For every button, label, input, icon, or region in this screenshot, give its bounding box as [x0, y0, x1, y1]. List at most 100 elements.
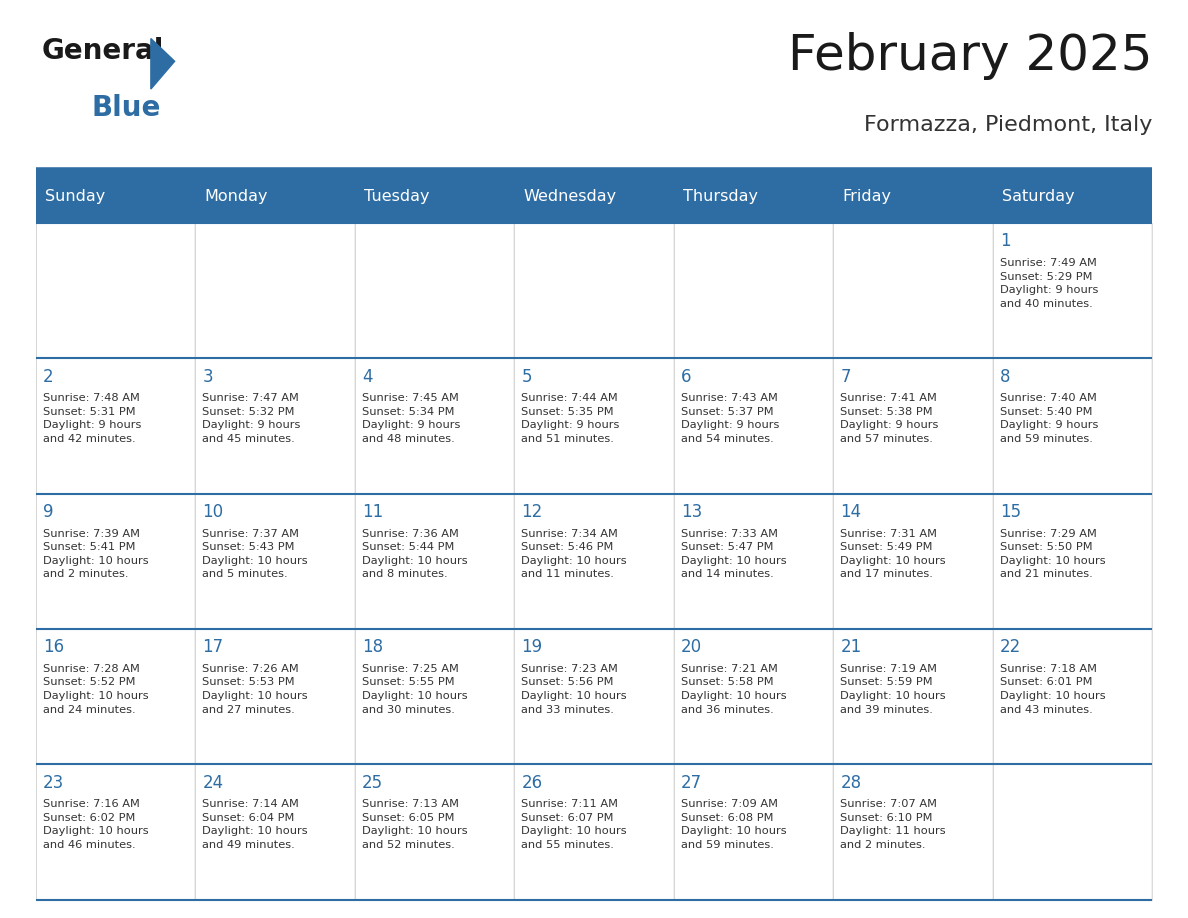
Bar: [196, 630, 354, 764]
Bar: [514, 358, 674, 494]
Text: 24: 24: [202, 774, 223, 791]
Text: 20: 20: [681, 638, 702, 656]
Bar: [196, 224, 354, 357]
Text: Thursday: Thursday: [683, 189, 758, 204]
Text: Formazza, Piedmont, Italy: Formazza, Piedmont, Italy: [864, 115, 1152, 135]
Bar: [37, 766, 194, 899]
Bar: [195, 629, 355, 765]
Text: Sunrise: 7:07 AM
Sunset: 6:10 PM
Daylight: 11 hours
and 2 minutes.: Sunrise: 7:07 AM Sunset: 6:10 PM Dayligh…: [840, 800, 946, 850]
Bar: [994, 359, 1151, 493]
Bar: [674, 629, 833, 765]
Text: 21: 21: [840, 638, 861, 656]
Bar: [994, 224, 1151, 357]
Bar: [833, 494, 993, 629]
Bar: [834, 359, 992, 493]
Text: Monday: Monday: [204, 189, 268, 204]
Bar: [195, 494, 355, 629]
Text: Sunrise: 7:25 AM
Sunset: 5:55 PM
Daylight: 10 hours
and 30 minutes.: Sunrise: 7:25 AM Sunset: 5:55 PM Dayligh…: [362, 664, 467, 715]
Bar: [675, 224, 832, 357]
Text: Friday: Friday: [842, 189, 892, 204]
Bar: [675, 766, 832, 899]
Bar: [516, 766, 672, 899]
Text: 14: 14: [840, 503, 861, 521]
Bar: [833, 358, 993, 494]
Text: Sunrise: 7:23 AM
Sunset: 5:56 PM
Daylight: 10 hours
and 33 minutes.: Sunrise: 7:23 AM Sunset: 5:56 PM Dayligh…: [522, 664, 627, 715]
Text: 23: 23: [43, 774, 64, 791]
Text: 25: 25: [362, 774, 383, 791]
Bar: [675, 495, 832, 628]
Text: Sunrise: 7:36 AM
Sunset: 5:44 PM
Daylight: 10 hours
and 8 minutes.: Sunrise: 7:36 AM Sunset: 5:44 PM Dayligh…: [362, 529, 467, 579]
Bar: [834, 224, 992, 357]
Bar: [675, 359, 832, 493]
Bar: [514, 494, 674, 629]
Text: 2: 2: [43, 367, 53, 386]
Text: Sunrise: 7:40 AM
Sunset: 5:40 PM
Daylight: 9 hours
and 59 minutes.: Sunrise: 7:40 AM Sunset: 5:40 PM Dayligh…: [1000, 393, 1099, 444]
Text: 7: 7: [840, 367, 851, 386]
Text: Sunrise: 7:28 AM
Sunset: 5:52 PM
Daylight: 10 hours
and 24 minutes.: Sunrise: 7:28 AM Sunset: 5:52 PM Dayligh…: [43, 664, 148, 715]
Bar: [355, 358, 514, 494]
Text: 13: 13: [681, 503, 702, 521]
Bar: [37, 359, 194, 493]
Text: Sunrise: 7:14 AM
Sunset: 6:04 PM
Daylight: 10 hours
and 49 minutes.: Sunrise: 7:14 AM Sunset: 6:04 PM Dayligh…: [202, 800, 308, 850]
Text: 19: 19: [522, 638, 543, 656]
Bar: [356, 766, 513, 899]
Bar: [356, 224, 513, 357]
Bar: [516, 630, 672, 764]
Bar: [195, 223, 355, 358]
Text: 27: 27: [681, 774, 702, 791]
Text: Sunrise: 7:16 AM
Sunset: 6:02 PM
Daylight: 10 hours
and 46 minutes.: Sunrise: 7:16 AM Sunset: 6:02 PM Dayligh…: [43, 800, 148, 850]
Text: Sunrise: 7:47 AM
Sunset: 5:32 PM
Daylight: 9 hours
and 45 minutes.: Sunrise: 7:47 AM Sunset: 5:32 PM Dayligh…: [202, 393, 301, 444]
Bar: [834, 495, 992, 628]
Bar: [195, 358, 355, 494]
Text: Sunrise: 7:44 AM
Sunset: 5:35 PM
Daylight: 9 hours
and 51 minutes.: Sunrise: 7:44 AM Sunset: 5:35 PM Dayligh…: [522, 393, 620, 444]
Text: 5: 5: [522, 367, 532, 386]
Text: 11: 11: [362, 503, 383, 521]
Bar: [994, 630, 1151, 764]
Bar: [36, 223, 195, 358]
Bar: [993, 358, 1152, 494]
Bar: [993, 223, 1152, 358]
Text: Sunrise: 7:37 AM
Sunset: 5:43 PM
Daylight: 10 hours
and 5 minutes.: Sunrise: 7:37 AM Sunset: 5:43 PM Dayligh…: [202, 529, 308, 579]
Text: 28: 28: [840, 774, 861, 791]
Text: 9: 9: [43, 503, 53, 521]
Text: Sunrise: 7:39 AM
Sunset: 5:41 PM
Daylight: 10 hours
and 2 minutes.: Sunrise: 7:39 AM Sunset: 5:41 PM Dayligh…: [43, 529, 148, 579]
Bar: [833, 629, 993, 765]
Bar: [36, 170, 1152, 223]
Bar: [514, 765, 674, 900]
Text: Sunrise: 7:29 AM
Sunset: 5:50 PM
Daylight: 10 hours
and 21 minutes.: Sunrise: 7:29 AM Sunset: 5:50 PM Dayligh…: [1000, 529, 1106, 579]
Bar: [195, 765, 355, 900]
Bar: [355, 765, 514, 900]
Text: 18: 18: [362, 638, 383, 656]
Text: Sunrise: 7:13 AM
Sunset: 6:05 PM
Daylight: 10 hours
and 52 minutes.: Sunrise: 7:13 AM Sunset: 6:05 PM Dayligh…: [362, 800, 467, 850]
Bar: [516, 495, 672, 628]
Polygon shape: [151, 39, 175, 89]
Text: Blue: Blue: [91, 94, 160, 122]
Text: Sunrise: 7:48 AM
Sunset: 5:31 PM
Daylight: 9 hours
and 42 minutes.: Sunrise: 7:48 AM Sunset: 5:31 PM Dayligh…: [43, 393, 141, 444]
Text: Sunrise: 7:45 AM
Sunset: 5:34 PM
Daylight: 9 hours
and 48 minutes.: Sunrise: 7:45 AM Sunset: 5:34 PM Dayligh…: [362, 393, 460, 444]
Bar: [514, 223, 674, 358]
Text: Sunrise: 7:19 AM
Sunset: 5:59 PM
Daylight: 10 hours
and 39 minutes.: Sunrise: 7:19 AM Sunset: 5:59 PM Dayligh…: [840, 664, 946, 715]
Text: Sunrise: 7:34 AM
Sunset: 5:46 PM
Daylight: 10 hours
and 11 minutes.: Sunrise: 7:34 AM Sunset: 5:46 PM Dayligh…: [522, 529, 627, 579]
Text: Wednesday: Wednesday: [524, 189, 617, 204]
Bar: [674, 223, 833, 358]
Bar: [674, 358, 833, 494]
Text: Sunrise: 7:41 AM
Sunset: 5:38 PM
Daylight: 9 hours
and 57 minutes.: Sunrise: 7:41 AM Sunset: 5:38 PM Dayligh…: [840, 393, 939, 444]
Text: 12: 12: [522, 503, 543, 521]
Text: Sunrise: 7:26 AM
Sunset: 5:53 PM
Daylight: 10 hours
and 27 minutes.: Sunrise: 7:26 AM Sunset: 5:53 PM Dayligh…: [202, 664, 308, 715]
Bar: [993, 629, 1152, 765]
Text: Sunday: Sunday: [45, 189, 106, 204]
Bar: [833, 765, 993, 900]
Bar: [993, 494, 1152, 629]
Bar: [675, 630, 832, 764]
Text: Sunrise: 7:09 AM
Sunset: 6:08 PM
Daylight: 10 hours
and 59 minutes.: Sunrise: 7:09 AM Sunset: 6:08 PM Dayligh…: [681, 800, 786, 850]
Bar: [36, 629, 195, 765]
Bar: [37, 495, 194, 628]
Bar: [37, 630, 194, 764]
Text: 6: 6: [681, 367, 691, 386]
Text: February 2025: February 2025: [788, 32, 1152, 80]
Text: 17: 17: [202, 638, 223, 656]
Bar: [355, 629, 514, 765]
Text: Saturday: Saturday: [1003, 189, 1075, 204]
Bar: [356, 630, 513, 764]
Bar: [355, 223, 514, 358]
